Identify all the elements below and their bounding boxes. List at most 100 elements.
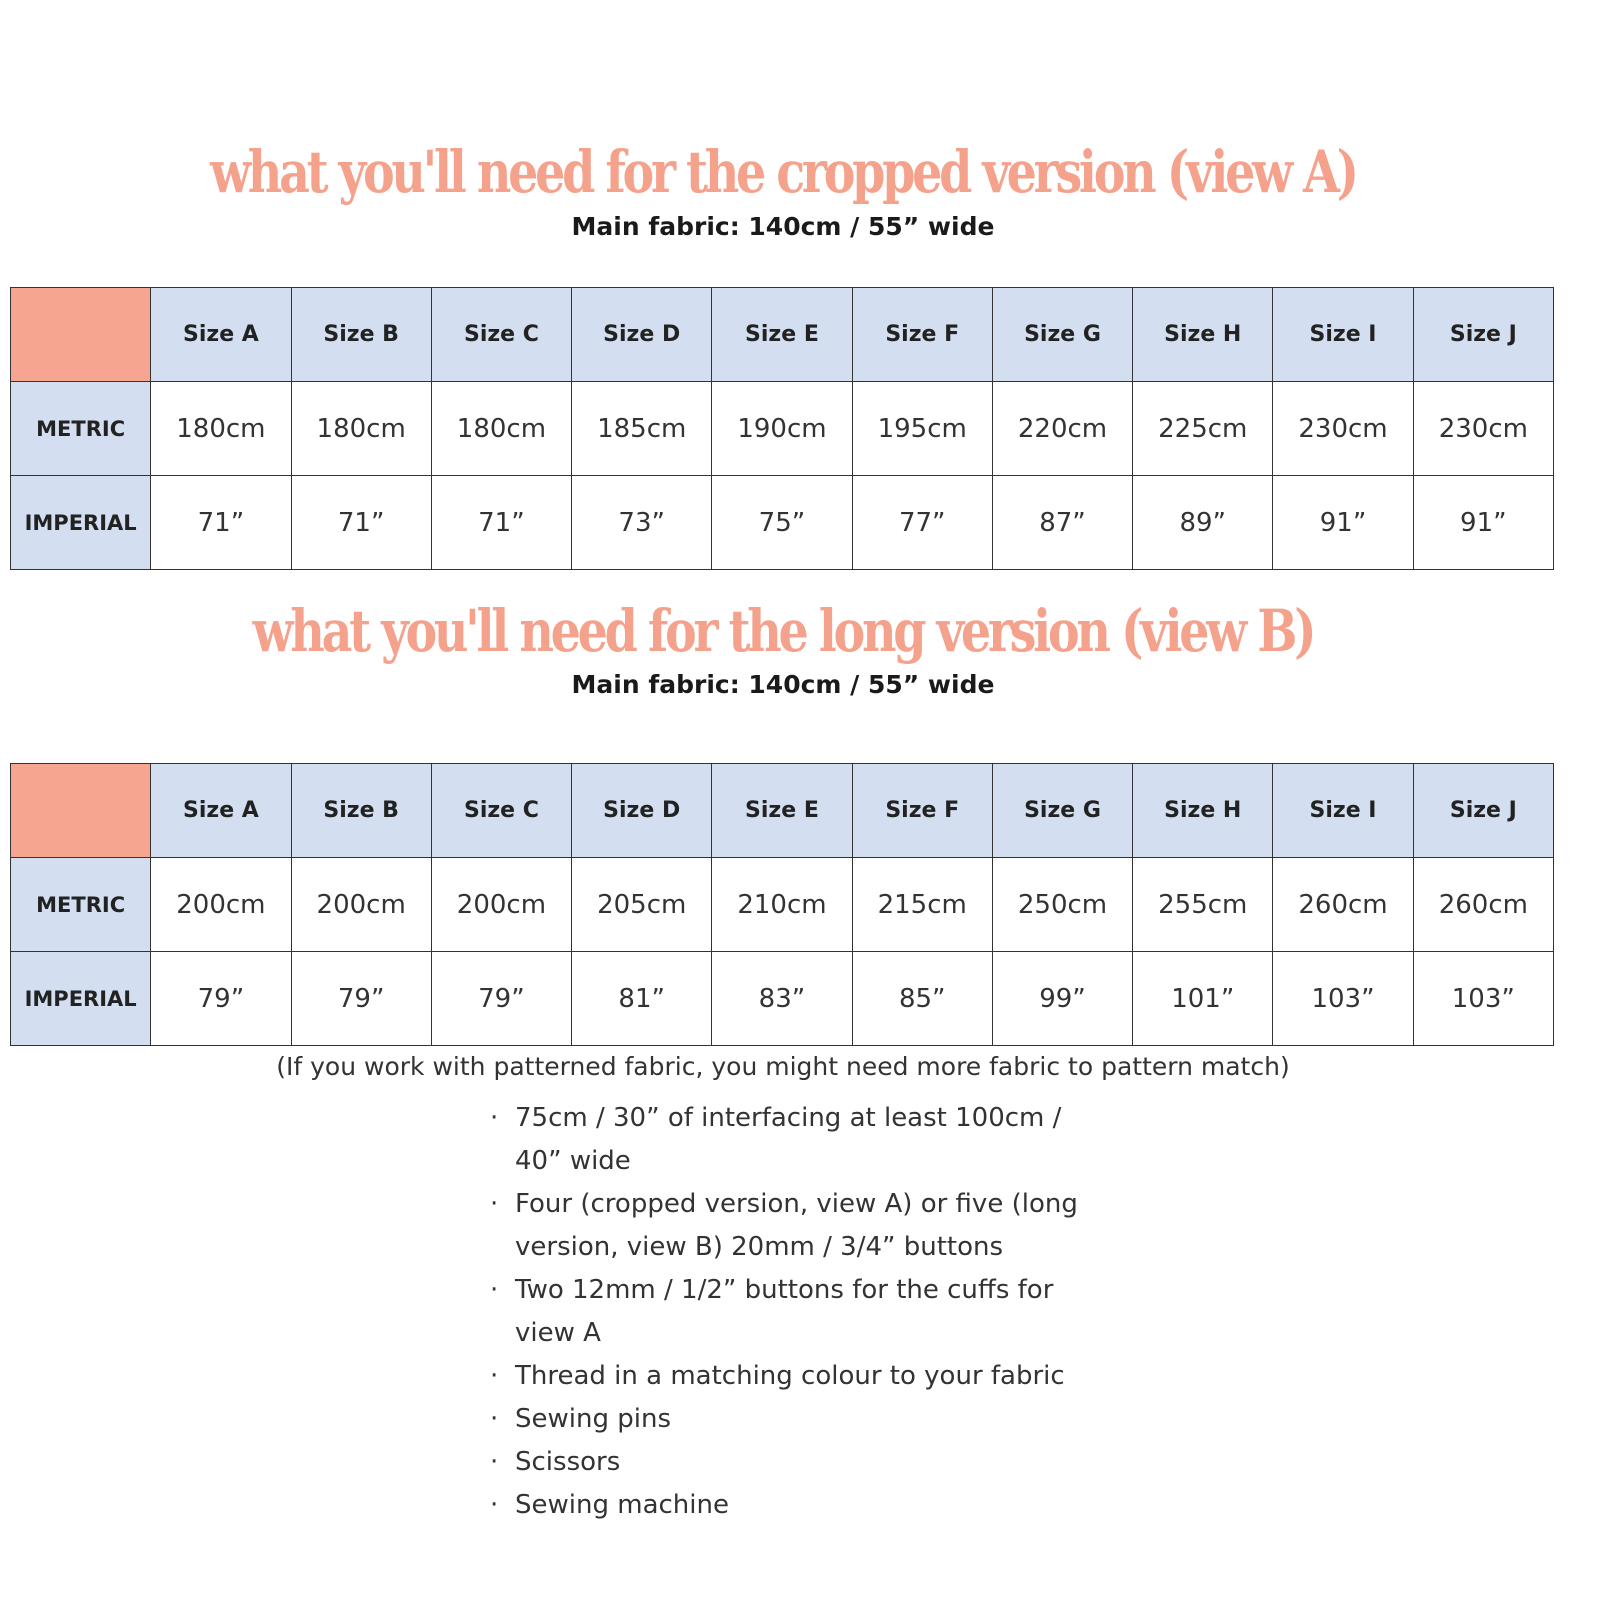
imperial-value: 87”	[991, 475, 1134, 570]
item-text: Thread in a matching colour to your fabr…	[515, 1361, 1065, 1391]
bullet-icon: ·	[490, 1103, 499, 1133]
imperial-value: 91”	[1272, 475, 1414, 570]
imperial-value: 75”	[711, 475, 853, 570]
size-header: Size A	[150, 763, 292, 858]
metric-value: 200cm	[290, 857, 432, 952]
size-header: Size H	[1132, 763, 1274, 858]
list-item: · Thread in a matching colour to your fab…	[490, 1355, 1080, 1398]
imperial-value: 89”	[1132, 475, 1274, 570]
section-b-title: what you'll need for the long version (v…	[252, 597, 1317, 665]
imperial-value: 71”	[150, 475, 292, 570]
imperial-value: 71”	[290, 475, 432, 570]
imperial-value: 81”	[571, 951, 713, 1046]
size-header: Size G	[991, 763, 1134, 858]
list-item: · 75cm / 30” of interfacing at least 100c…	[490, 1097, 1080, 1183]
corner-cell	[9, 763, 152, 858]
metric-value: 205cm	[571, 857, 713, 952]
imperial-value: 79”	[290, 951, 432, 1046]
metric-value: 230cm	[1412, 381, 1555, 476]
item-text: Sewing pins	[515, 1404, 671, 1434]
list-item: · Sewing machine	[490, 1484, 1080, 1527]
imperial-value: 79”	[150, 951, 292, 1046]
size-header: Size J	[1412, 763, 1555, 858]
header-row: Size A Size B Size C Size D Size E Size F Size…	[9, 763, 1555, 858]
metric-value: 260cm	[1412, 857, 1555, 952]
item-text: Scissors	[515, 1447, 621, 1477]
size-header: Size C	[430, 287, 573, 382]
row-label: METRIC	[9, 857, 152, 952]
section-a-subtitle: Main fabric: 140cm / 55” wide	[571, 212, 995, 241]
imperial-value: 103”	[1272, 951, 1414, 1046]
imperial-row: IMPERIAL 71” 71” 71” 73” 75” 77” 87” 89” 91” 91”	[9, 475, 1555, 570]
imperial-value: 79”	[430, 951, 573, 1046]
metric-row: METRIC 180cm 180cm 180cm 185cm 190cm 195cm 220c…	[9, 381, 1555, 476]
size-header: Size I	[1272, 287, 1414, 382]
metric-value: 225cm	[1132, 381, 1274, 476]
size-header: Size F	[851, 287, 993, 382]
imperial-value: 101”	[1132, 951, 1274, 1046]
metric-value: 250cm	[991, 857, 1134, 952]
size-header: Size G	[991, 287, 1134, 382]
metric-value: 190cm	[711, 381, 853, 476]
metric-value: 200cm	[150, 857, 292, 952]
bullet-icon: ·	[490, 1361, 499, 1391]
imperial-value: 91”	[1412, 475, 1555, 570]
size-header: Size I	[1272, 763, 1414, 858]
size-header: Size B	[290, 763, 432, 858]
imperial-value: 73”	[571, 475, 713, 570]
size-header: Size H	[1132, 287, 1274, 382]
bullet-icon: ·	[490, 1404, 499, 1434]
corner-cell	[9, 287, 152, 382]
imperial-value: 99”	[991, 951, 1134, 1046]
row-label: IMPERIAL	[9, 475, 152, 570]
size-header: Size D	[571, 763, 713, 858]
list-item: · Scissors	[490, 1441, 1080, 1484]
bullet-icon: ·	[490, 1490, 499, 1520]
metric-value: 215cm	[851, 857, 993, 952]
item-text: Four (cropped version, view A) or five (…	[515, 1189, 1078, 1262]
imperial-value: 71”	[430, 475, 573, 570]
metric-value: 180cm	[290, 381, 432, 476]
item-text: Two 12mm / 1/2” buttons for the cuffs fo…	[515, 1275, 1054, 1348]
size-header: Size B	[290, 287, 432, 382]
metric-value: 260cm	[1272, 857, 1414, 952]
size-header: Size A	[150, 287, 292, 382]
metric-value: 210cm	[711, 857, 853, 952]
size-header: Size D	[571, 287, 713, 382]
size-header: Size C	[430, 763, 573, 858]
imperial-value: 83”	[711, 951, 853, 1046]
section-a-title: what you'll need for the cropped version…	[210, 138, 1359, 206]
imperial-row: IMPERIAL 79” 79” 79” 81” 83” 85” 99” 101” 103” 103…	[9, 951, 1555, 1046]
metric-value: 195cm	[851, 381, 993, 476]
metric-value: 180cm	[150, 381, 292, 476]
row-label: METRIC	[9, 381, 152, 476]
bullet-icon: ·	[490, 1447, 499, 1477]
section-b-subtitle: Main fabric: 140cm / 55” wide	[571, 670, 995, 699]
size-header: Size J	[1412, 287, 1555, 382]
size-header: Size E	[711, 763, 853, 858]
row-label: IMPERIAL	[9, 951, 152, 1046]
metric-value: 180cm	[430, 381, 573, 476]
item-text: Sewing machine	[515, 1490, 729, 1520]
list-item: · Two 12mm / 1/2” buttons for the cuffs f…	[490, 1269, 1080, 1355]
pattern-note: (If you work with patterned fabric, you …	[276, 1052, 1290, 1081]
metric-value: 185cm	[571, 381, 713, 476]
metric-value: 230cm	[1272, 381, 1414, 476]
bullet-icon: ·	[490, 1275, 499, 1305]
section-a-table: Size A Size B Size C Size D Size E Size F Size…	[9, 287, 1555, 570]
supplies-list: · 75cm / 30” of interfacing at least 100c…	[490, 1097, 1080, 1527]
metric-value: 220cm	[991, 381, 1134, 476]
bullet-icon: ·	[490, 1189, 499, 1219]
header-row: Size A Size B Size C Size D Size E Size F Size…	[9, 287, 1555, 382]
list-item: · Four (cropped version, view A) or five …	[490, 1183, 1080, 1269]
size-header: Size F	[851, 763, 993, 858]
list-item: · Sewing pins	[490, 1398, 1080, 1441]
metric-row: METRIC 200cm 200cm 200cm 205cm 210cm 215cm 250c…	[9, 857, 1555, 952]
section-b-table: Size A Size B Size C Size D Size E Size F Size…	[9, 763, 1555, 1046]
metric-value: 200cm	[430, 857, 573, 952]
imperial-value: 77”	[851, 475, 993, 570]
imperial-value: 103”	[1412, 951, 1555, 1046]
metric-value: 255cm	[1132, 857, 1274, 952]
item-text: 75cm / 30” of interfacing at least 100cm…	[515, 1103, 1062, 1176]
imperial-value: 85”	[851, 951, 993, 1046]
